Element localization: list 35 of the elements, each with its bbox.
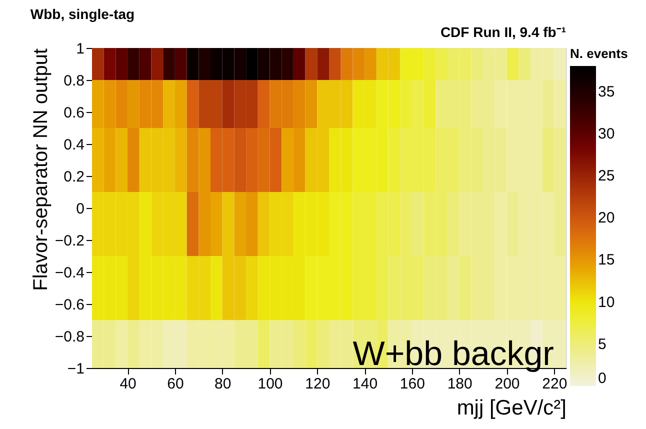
color-bar-label: 0 — [598, 370, 606, 387]
x-axis-title: mjj [GeV/c²] — [456, 396, 566, 420]
x-tick-label: 40 — [120, 376, 136, 392]
color-bar-label: 15 — [598, 252, 615, 269]
x-tick-label: 140 — [352, 376, 378, 392]
x-tick-label: 200 — [494, 376, 520, 392]
color-bar-label: 5 — [598, 336, 606, 353]
text: CDF Run II, 9.4 fb⁻¹ — [440, 24, 566, 40]
y-tick-label: 0.8 — [64, 72, 84, 90]
x-tick-label: 220 — [542, 376, 568, 392]
y-axis-title: Flavor-separator NN output — [30, 48, 52, 291]
color-bar-label: 30 — [598, 125, 615, 142]
x-tick-label: 100 — [258, 376, 283, 392]
y-tick-label: −0.6 — [54, 296, 84, 314]
x-tick-label: 180 — [447, 376, 472, 392]
y-tick-label: −0.8 — [54, 328, 84, 346]
y-tick-label: 0.2 — [64, 168, 84, 186]
x-tick-label: 120 — [305, 376, 330, 392]
y-tick-label: −0.2 — [54, 232, 84, 250]
color-bar-label: 20 — [598, 210, 615, 227]
y-tick-label: 0 — [76, 200, 84, 218]
y-tick-label: 1 — [76, 40, 84, 58]
y-tick-label: 0.6 — [64, 104, 84, 122]
x-tick-label: 160 — [400, 376, 425, 392]
annotation: W+bb backgr — [352, 335, 554, 373]
x-tick-label: 60 — [167, 376, 184, 392]
color-bar-label: 10 — [598, 294, 615, 311]
legend-title: N. events — [570, 46, 628, 61]
x-tick-label: 80 — [214, 376, 232, 392]
color-bar-label: 35 — [598, 83, 615, 100]
chart-title: Wbb, single-tag — [30, 6, 135, 22]
y-tick-label: −1 — [67, 360, 84, 378]
y-tick-label: −0.4 — [54, 264, 84, 282]
color-bar-label: 25 — [598, 167, 615, 184]
y-tick-label: 0.4 — [64, 136, 84, 154]
